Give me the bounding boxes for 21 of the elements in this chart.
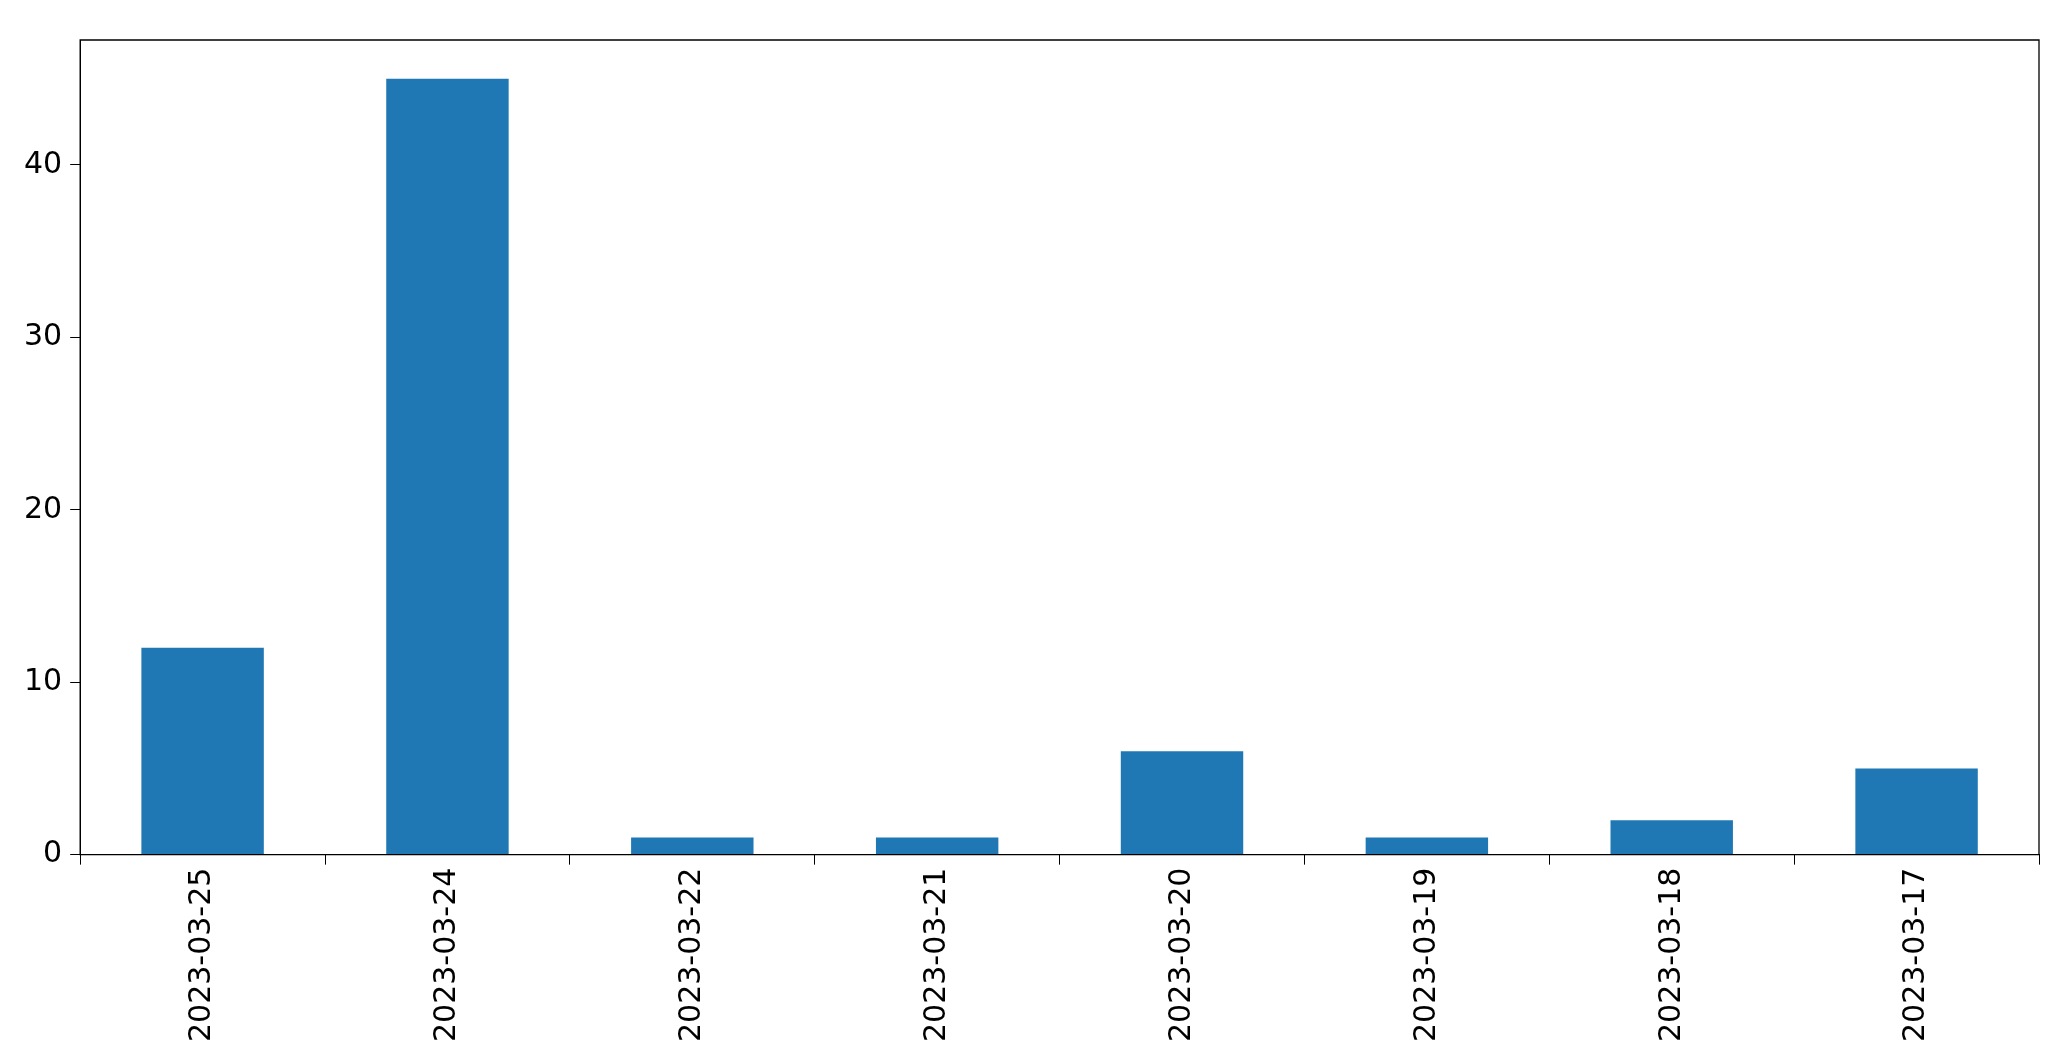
x-tick-label: 2023-03-19 (1406, 867, 1442, 1043)
x-tick-label: 2023-03-18 (1651, 867, 1687, 1043)
x-tick-label: 2023-03-24 (427, 867, 463, 1043)
bar (1365, 837, 1489, 855)
y-tick-label: 40 (23, 144, 63, 180)
bar (631, 837, 754, 855)
bar (386, 78, 509, 855)
x-tick-label: 2023-03-25 (182, 867, 218, 1043)
x-tick-label: 2023-03-22 (672, 867, 708, 1043)
bar (1855, 768, 1978, 855)
bar (1120, 751, 1244, 855)
y-tick-label: 30 (23, 317, 63, 353)
bar (1610, 820, 1733, 855)
y-tick-label: 20 (23, 489, 63, 525)
y-tick-label: 10 (23, 662, 63, 698)
x-tick-label: 2023-03-21 (916, 867, 952, 1043)
bar (875, 837, 999, 855)
bar (141, 647, 264, 855)
y-tick-label: 0 (43, 834, 63, 870)
x-tick-label: 2023-03-17 (1896, 867, 1932, 1043)
x-tick-label: 2023-03-20 (1161, 867, 1197, 1043)
